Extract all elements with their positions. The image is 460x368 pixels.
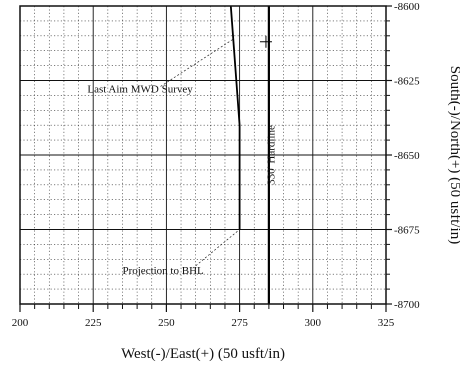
y-axis-title: South(-)/North(+) (50 usft/in) — [447, 66, 460, 244]
series-layer — [229, 5, 272, 304]
plus-marker — [259, 35, 272, 48]
major-grid — [20, 6, 386, 304]
x-tick-label: 200 — [12, 317, 29, 329]
annotation-label: Last Aim MWD Survey — [87, 83, 193, 95]
minor-grid — [20, 6, 386, 304]
x-tick-label: 325 — [378, 317, 395, 329]
tick-layer — [19, 5, 392, 312]
y-tick-label: -8625 — [394, 76, 420, 88]
x-axis-title: West(-)/East(+) (50 usft/in) — [121, 346, 285, 362]
x-tick-label: 300 — [305, 317, 322, 329]
annotation-label: 330' Hardline — [266, 125, 278, 185]
annotation-leader-line — [160, 38, 234, 87]
y-tick-label: -8675 — [394, 225, 420, 237]
x-tick-label: 225 — [85, 317, 102, 329]
y-tick-label: -8700 — [394, 299, 420, 311]
y-tick-label: -8600 — [394, 1, 420, 13]
label-layer: 200 225 250 275 300 325 -8600 -8625 -8650 -8675 -8… — [12, 1, 420, 329]
y-tick-label: -8650 — [394, 150, 420, 162]
x-tick-label: 250 — [158, 317, 175, 329]
well-path-line — [229, 5, 241, 230]
x-tick-label: 275 — [231, 317, 248, 329]
annotation-layer: Last Aim MWD Survey Projection to BHL 330'… — [87, 38, 278, 277]
annotation-label: Projection to BHL — [122, 265, 204, 277]
